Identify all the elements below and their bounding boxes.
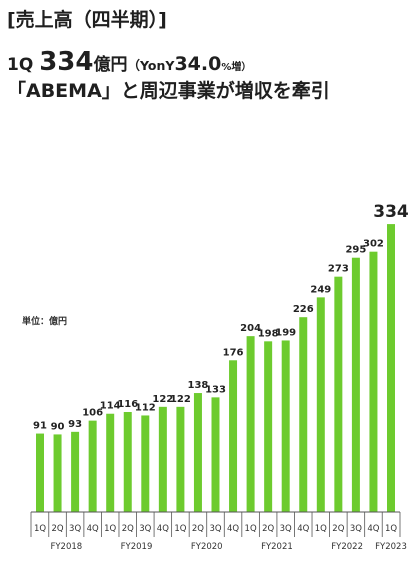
bar [316,297,325,512]
bar [193,393,202,512]
data-label: 273 [328,264,349,275]
chart-title: [売上高（四半期）] [7,9,167,31]
quarter-label: 3Q [139,524,151,534]
bar [229,360,238,512]
quarter-label: 2Q [332,524,344,534]
bar [141,415,150,512]
headline-revenue: 1Q 334億円（YonY34.0%増） [7,47,251,77]
headline-yoy-prefix: （YonY [127,58,175,73]
quarter-label: 1Q [34,524,46,534]
data-label: 198 [258,328,279,339]
headline-quarter: 1Q [7,55,34,75]
quarter-label: 1Q [104,524,116,534]
bar [334,276,343,512]
data-label: 112 [135,402,156,413]
headline-value: 334 [39,47,94,77]
data-label: 176 [223,347,244,358]
bar [176,406,185,512]
data-label: 249 [310,284,331,295]
data-label: 91 [33,421,47,432]
bar [281,340,290,512]
data-label: 334 [373,202,409,222]
data-label: 302 [363,239,384,250]
fiscal-year-label: FY2019 [121,542,153,552]
quarter-label: 1Q [174,524,186,534]
data-label: 90 [51,421,65,432]
quarter-label: 4Q [367,524,379,534]
quarter-label: 3Q [280,524,292,534]
headline-unit: 億円 [93,55,128,75]
bar [36,433,44,512]
bar [123,412,132,512]
data-label: 199 [275,327,296,338]
fiscal-year-label: FY2023 [375,542,407,552]
data-label: 226 [293,304,314,315]
bar [106,413,115,512]
fiscal-year-label: FY2022 [331,542,363,552]
bar [71,431,80,512]
quarter-label: 2Q [51,524,63,534]
data-label: 114 [100,401,121,412]
bar [88,420,97,512]
data-label: 122 [152,394,173,405]
bar [264,341,273,512]
bar [211,397,220,512]
quarter-label: 4Q [157,524,169,534]
headline-yoy-value: 34.0 [174,53,222,75]
quarter-label: 2Q [122,524,134,534]
data-label: 106 [82,408,103,419]
data-label: 204 [240,323,261,334]
quarter-label: 2Q [262,524,274,534]
quarter-label: 3Q [350,524,362,534]
quarter-label: 1Q [315,524,327,534]
bar [246,336,255,512]
quarter-label: 4Q [87,524,99,534]
data-label: 138 [188,380,209,391]
quarter-label: 2Q [192,524,204,534]
quarter-label: 1Q [385,524,397,534]
bar [299,317,308,512]
quarter-label: 4Q [297,524,309,534]
bar [387,224,395,513]
bar [158,406,167,512]
data-label: 116 [117,399,138,410]
data-label: 295 [345,245,366,256]
fiscal-year-label: FY2020 [191,542,223,552]
data-label: 93 [68,419,82,430]
quarter-label: 3Q [69,524,81,534]
quarter-label: 1Q [245,524,257,534]
fiscal-year-label: FY2021 [261,542,293,552]
unit-label: 単位：億円 [22,317,68,327]
bar [369,251,378,512]
data-label: 122 [170,394,191,405]
bar [53,434,62,512]
bar [351,257,360,512]
quarter-label: 4Q [227,524,239,534]
headline-driver: 「ABEMA」と周辺事業が増収を牽引 [7,80,330,102]
quarter-label: 3Q [209,524,221,534]
data-label: 133 [205,384,226,395]
fiscal-year-label: FY2018 [50,542,82,552]
headline-yoy-suffix: %増） [221,62,252,73]
